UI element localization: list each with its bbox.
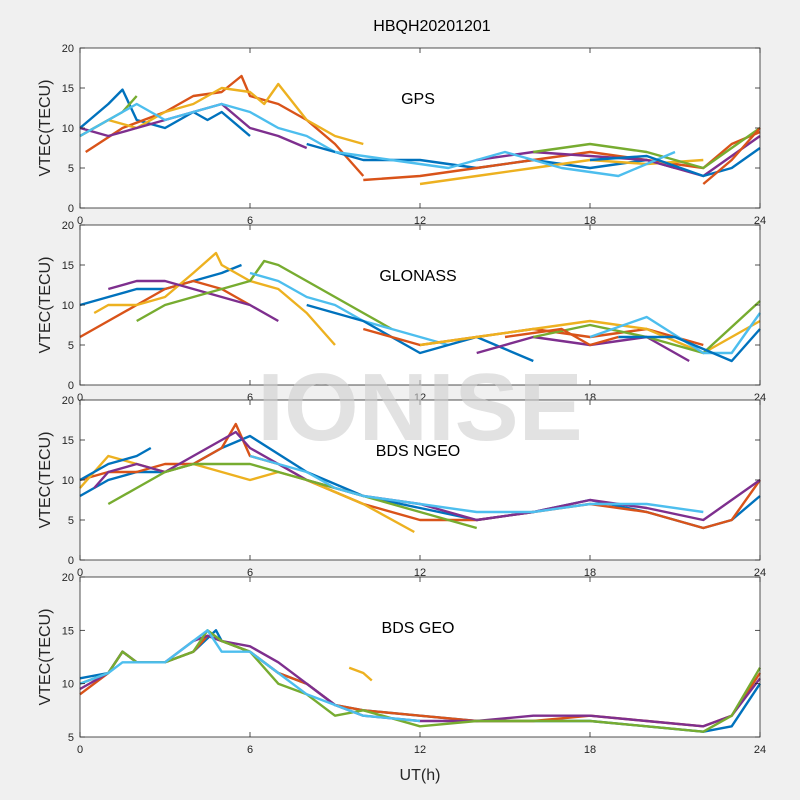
series-line xyxy=(363,130,761,182)
x-tick-label: 24 xyxy=(754,215,766,227)
series-line xyxy=(136,259,393,331)
x-tick-label: 24 xyxy=(754,567,766,579)
plot-area xyxy=(80,400,760,560)
x-tick-label: 0 xyxy=(77,392,83,404)
series-line xyxy=(79,629,421,723)
series-line xyxy=(93,430,761,522)
series-line xyxy=(533,127,761,170)
figure-title: HBQH20201201 xyxy=(373,18,491,35)
series-line xyxy=(589,147,761,178)
y-tick-label: 20 xyxy=(62,395,74,407)
y-tick-label: 20 xyxy=(62,572,74,584)
x-axis-label: UT(h) xyxy=(400,767,441,784)
plot-area xyxy=(80,48,760,208)
series-line xyxy=(79,102,336,154)
y-tick-label: 10 xyxy=(62,475,74,487)
series-line xyxy=(618,328,761,363)
y-axis-label: VTEC(TECU) xyxy=(37,257,54,354)
series-line xyxy=(79,88,251,137)
y-tick-label: 0 xyxy=(68,380,74,392)
series-line xyxy=(249,271,449,347)
y-tick-label: 15 xyxy=(62,435,74,447)
x-tick-label: 0 xyxy=(77,215,83,227)
x-tick-label: 18 xyxy=(584,744,596,756)
y-tick-label: 5 xyxy=(68,163,74,175)
series-line xyxy=(107,279,279,323)
series-line xyxy=(85,74,365,177)
series-line xyxy=(107,462,478,530)
panel-title: GPS xyxy=(401,91,435,108)
y-axis-label: VTEC(TECU) xyxy=(37,609,54,706)
y-tick-label: 0 xyxy=(68,555,74,567)
plot-area xyxy=(80,225,760,385)
x-tick-label: 12 xyxy=(414,215,426,227)
y-tick-label: 20 xyxy=(62,43,74,55)
y-tick-label: 20 xyxy=(62,220,74,232)
panel-title: GLONASS xyxy=(379,268,456,285)
panel-2: 0 6 12 18 24 0 5 10 15 20 VTEC(TECU) BDS NGEO xyxy=(37,395,766,579)
y-tick-label: 5 xyxy=(68,515,74,527)
y-tick-label: 5 xyxy=(68,340,74,352)
y-tick-label: 10 xyxy=(62,679,74,691)
y-tick-label: 15 xyxy=(62,260,74,272)
x-tick-label: 6 xyxy=(247,392,253,404)
series-line xyxy=(249,454,704,514)
panel-3: 0 6 12 18 24 5 10 15 20 VTEC(TECU) BDS GEO xyxy=(37,572,766,756)
y-tick-label: 10 xyxy=(62,123,74,135)
series-line xyxy=(79,454,415,534)
y-tick-label: 10 xyxy=(62,300,74,312)
y-tick-label: 5 xyxy=(68,732,74,744)
x-tick-label: 6 xyxy=(247,215,253,227)
series-line xyxy=(589,312,761,355)
panel-title: BDS NGEO xyxy=(376,443,460,460)
y-axis-label: VTEC(TECU) xyxy=(37,432,54,529)
x-tick-label: 24 xyxy=(754,744,766,756)
panel-0: 0 6 12 18 24 0 5 10 15 20 VTEC(TECU) GPS xyxy=(37,43,766,227)
series-line xyxy=(504,327,619,347)
x-tick-label: 0 xyxy=(77,567,83,579)
series-line xyxy=(348,666,373,682)
x-tick-label: 12 xyxy=(414,567,426,579)
x-tick-label: 6 xyxy=(247,744,253,756)
series-line xyxy=(306,303,534,363)
series-line xyxy=(334,150,676,178)
plot-area xyxy=(80,577,760,737)
y-tick-label: 15 xyxy=(62,625,74,637)
x-tick-label: 0 xyxy=(77,744,83,756)
y-tick-label: 15 xyxy=(62,83,74,95)
series-line xyxy=(93,251,336,346)
x-tick-label: 18 xyxy=(584,215,596,227)
series-line xyxy=(79,446,152,482)
y-tick-label: 0 xyxy=(68,203,74,215)
series-line xyxy=(702,127,761,185)
x-tick-label: 12 xyxy=(414,744,426,756)
panel-title: BDS GEO xyxy=(382,620,455,637)
x-tick-label: 6 xyxy=(247,567,253,579)
watermark: IONISE xyxy=(257,354,582,461)
series-line xyxy=(79,82,364,146)
y-axis-label: VTEC(TECU) xyxy=(37,80,54,177)
x-tick-label: 18 xyxy=(584,567,596,579)
